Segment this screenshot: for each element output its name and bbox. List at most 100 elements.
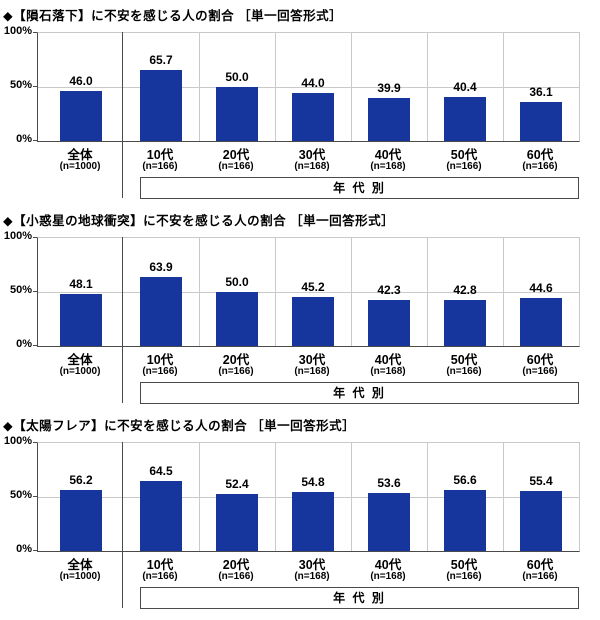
column-separator [427,443,428,551]
chart-title: ◆【小惑星の地球衝突】に不安を感じる人の割合 ［単一回答形式］ [3,214,395,228]
column-separator [199,443,200,551]
category-label: 50代 [450,558,478,572]
category-label: 全体 [67,558,93,572]
y-axis-tick-mark [33,496,37,497]
plot-area: 56.2 64.5 52.4 54.8 53.6 56.6 55.4 [37,442,580,552]
sample-size-label: (n=168) [370,571,406,582]
bar-30代 [292,492,334,551]
category-label: 40代 [374,353,402,367]
bar-全体 [60,490,102,551]
column-separator [427,33,428,141]
y-axis-tick-label: 100% [3,25,32,37]
sample-size-label: (n=168) [294,161,330,172]
age-group-box: 年 代 別 [140,382,579,404]
sample-size-label: (n=1000) [59,366,101,377]
column-separator [503,33,504,141]
bar-20代 [216,87,258,141]
bar-value-label: 56.6 [453,473,477,487]
sample-size-label: (n=168) [370,161,406,172]
bar-value-label: 42.3 [377,283,401,297]
bar-20代 [216,292,258,346]
gridline-50pct [38,292,579,293]
bar-10代 [140,277,182,346]
sample-size-label: (n=166) [522,161,558,172]
bar-value-label: 45.2 [301,280,325,294]
category-label: 50代 [450,353,478,367]
bar-全体 [60,91,102,141]
bar-全体 [60,294,102,346]
category-label: 20代 [222,558,250,572]
bar-value-label: 65.7 [149,53,173,67]
category-label: 60代 [526,353,554,367]
sample-size-label: (n=166) [522,571,558,582]
plot-area: 48.1 63.9 50.0 45.2 42.3 42.8 44.6 [37,237,580,347]
chart-title: ◆【隕石落下】に不安を感じる人の割合 ［単一回答形式］ [3,9,343,23]
bar-10代 [140,70,182,141]
category-label: 10代 [146,353,174,367]
category-label: 20代 [222,353,250,367]
category-label: 30代 [298,558,326,572]
y-axis-tick-label: 100% [3,435,32,447]
y-axis-tick-mark [33,140,37,141]
bar-60代 [520,491,562,551]
y-axis-tick-mark [33,86,37,87]
category-label: 30代 [298,353,326,367]
bar-value-label: 56.2 [69,473,93,487]
category-label: 30代 [298,148,326,162]
chart-block-2: ◆【小惑星の地球衝突】に不安を感じる人の割合 ［単一回答形式］ 48.1 63.9 5… [0,210,600,415]
age-group-box: 年 代 別 [140,177,579,199]
overall-vs-age-separator [122,442,123,608]
bar-value-label: 46.0 [69,74,93,88]
column-separator [503,443,504,551]
bar-value-label: 48.1 [69,277,93,291]
column-separator [351,33,352,141]
y-axis-tick-label: 0% [16,133,32,145]
sample-size-label: (n=166) [218,366,254,377]
bar-50代 [444,97,486,141]
y-axis-tick-label: 50% [9,79,32,91]
sample-size-label: (n=166) [142,366,178,377]
chart-title: ◆【太陽フレア】に不安を感じる人の割合 ［単一回答形式］ [3,419,356,433]
bar-60代 [520,102,562,141]
sample-size-label: (n=166) [446,161,482,172]
bar-40代 [368,300,410,346]
category-label: 60代 [526,148,554,162]
bar-value-label: 42.8 [453,283,477,297]
bar-60代 [520,298,562,346]
y-axis-tick-label: 0% [16,338,32,350]
bar-10代 [140,481,182,551]
bar-value-label: 44.0 [301,76,325,90]
y-axis-tick-label: 50% [9,489,32,501]
column-separator [199,33,200,141]
bar-value-label: 40.4 [453,80,477,94]
bar-50代 [444,300,486,346]
sample-size-label: (n=1000) [59,161,101,172]
category-label: 全体 [67,353,93,367]
y-axis-tick-mark [33,345,37,346]
column-separator [351,443,352,551]
bar-50代 [444,490,486,551]
column-separator [275,238,276,346]
y-axis-tick-mark [33,32,37,33]
bar-30代 [292,297,334,346]
y-axis-tick-mark [33,291,37,292]
y-axis-tick-mark [33,237,37,238]
gridline-50pct [38,87,579,88]
bar-value-label: 36.1 [529,85,553,99]
bar-value-label: 55.4 [529,474,553,488]
column-separator [503,238,504,346]
sample-size-label: (n=1000) [59,571,101,582]
bar-40代 [368,98,410,141]
category-label: 50代 [450,148,478,162]
overall-vs-age-separator [122,32,123,198]
sample-size-label: (n=166) [142,571,178,582]
bar-40代 [368,493,410,551]
column-separator [275,33,276,141]
sample-size-label: (n=168) [294,366,330,377]
y-axis-tick-label: 50% [9,284,32,296]
category-label: 全体 [67,148,93,162]
category-label: 20代 [222,148,250,162]
column-separator [199,238,200,346]
y-axis-tick-label: 100% [3,230,32,242]
